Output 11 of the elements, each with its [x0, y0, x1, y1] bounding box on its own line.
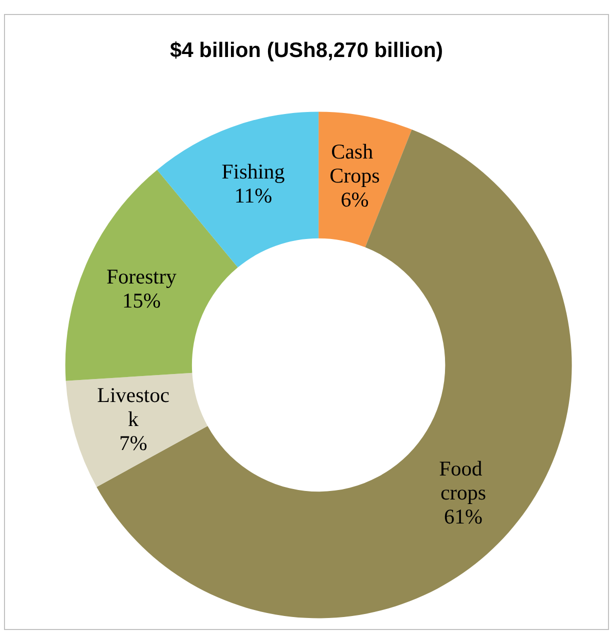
slice-label: Forestry [106, 264, 177, 288]
data-label: 11% [234, 183, 272, 208]
data-label: 15% [122, 288, 161, 312]
slice-label: Food crops [439, 456, 488, 505]
chart-title: $4 billion (USh8,270 billion) [170, 39, 444, 62]
data-label: 61% [444, 504, 483, 529]
slice-label: Fishing [222, 159, 286, 184]
slice-label: Cash Crops [330, 139, 380, 188]
data-label: 6% [340, 187, 369, 212]
data-label: 7% [119, 430, 148, 455]
slice-label: Livestock [97, 382, 170, 431]
